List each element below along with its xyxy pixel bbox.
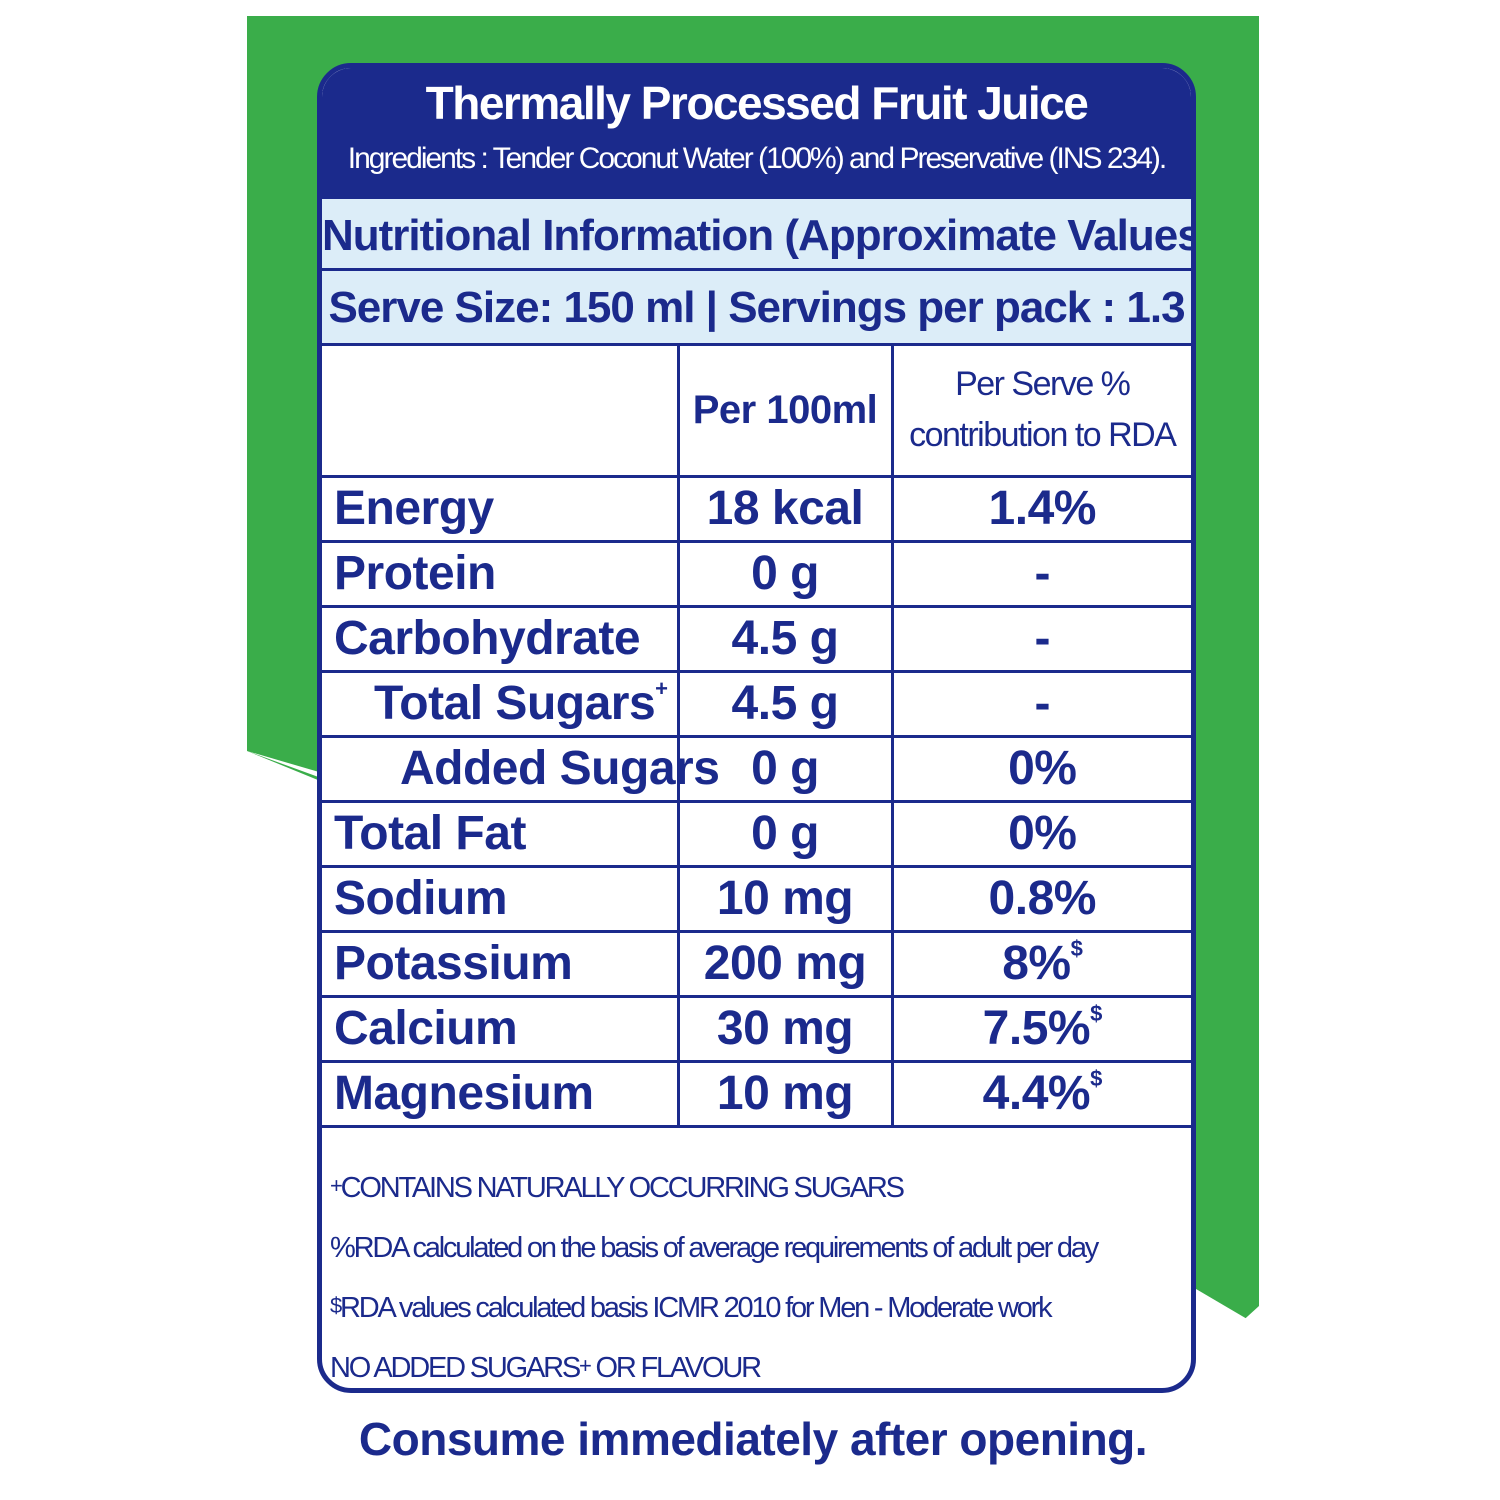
header-rda-line2: contribution to RDA bbox=[909, 416, 1177, 455]
rda-value: 0% bbox=[890, 734, 1191, 803]
table-row: Potassium 200 mg 8%$ bbox=[322, 929, 1191, 998]
per-100ml-value: 18 kcal bbox=[676, 474, 894, 543]
table-row: Total Fat 0 g 0% bbox=[322, 799, 1191, 868]
per-100ml-value: 4.5 g bbox=[676, 669, 894, 738]
per-100ml-value: 0 g bbox=[676, 734, 894, 803]
rda-value: 0% bbox=[890, 799, 1191, 868]
rda-value: 7.5% bbox=[982, 1001, 1091, 1055]
serving-band: Serve Size: 150 ml | Servings per pack :… bbox=[322, 271, 1191, 346]
footnote-mark: + bbox=[579, 1353, 592, 1378]
footnote-text: NO ADDED SUGARS bbox=[330, 1352, 581, 1384]
header-empty-cell bbox=[322, 346, 680, 478]
product-title: Thermally Processed Fruit Juice bbox=[425, 77, 1089, 129]
rda-value: - bbox=[890, 539, 1191, 608]
rda-value-cell: 4.4%$ bbox=[890, 1059, 1191, 1128]
footnote-text: CONTAINS NATURALLY OCCURRING SUGARS bbox=[340, 1172, 905, 1204]
table-row: Sodium 10 mg 0.8% bbox=[322, 864, 1191, 933]
rda-value: 0.8% bbox=[890, 864, 1191, 933]
header-rda-line1: Per Serve % bbox=[955, 365, 1131, 404]
footnote-line: %RDA calculated on the basis of average … bbox=[330, 1218, 1185, 1278]
rda-value: 4.4% bbox=[982, 1066, 1091, 1120]
nutrient-name: Potassium bbox=[322, 929, 680, 998]
footnote-mark: $ bbox=[1090, 1000, 1102, 1026]
consume-notice: Consume immediately after opening. bbox=[358, 1413, 1148, 1465]
rda-value: - bbox=[890, 669, 1191, 738]
per-100ml-value: 0 g bbox=[676, 799, 894, 868]
footnotes: +CONTAINS NATURALLY OCCURRING SUGARS %RD… bbox=[330, 1158, 1185, 1388]
footnote-line: +CONTAINS NATURALLY OCCURRING SUGARS bbox=[330, 1158, 1185, 1218]
nutrient-name: Magnesium bbox=[322, 1059, 680, 1128]
rda-value: 1.4% bbox=[890, 474, 1191, 543]
nutrient-name-cell: Total Sugars+ bbox=[322, 669, 680, 738]
rda-value-cell: 8%$ bbox=[890, 929, 1191, 998]
rda-value: - bbox=[890, 604, 1191, 673]
nutrient-name: Energy bbox=[322, 474, 680, 543]
nutrition-table: Per 100ml Per Serve % contribution to RD… bbox=[322, 346, 1191, 1128]
per-100ml-value: 10 mg bbox=[676, 864, 894, 933]
nutrient-name: Carbohydrate bbox=[322, 604, 680, 673]
per-100ml-value: 30 mg bbox=[676, 994, 894, 1063]
per-100ml-value: 4.5 g bbox=[676, 604, 894, 673]
nutrient-name: Calcium bbox=[322, 994, 680, 1063]
nutrition-info-band: Nutritional Information (Approximate Val… bbox=[322, 196, 1191, 271]
table-row: Calcium 30 mg 7.5%$ bbox=[322, 994, 1191, 1063]
footnote-mark: $ bbox=[1070, 935, 1083, 961]
per-100ml-value: 10 mg bbox=[676, 1059, 894, 1128]
footnote-text: OR FLAVOUR bbox=[589, 1352, 763, 1384]
footnote-mark: $ bbox=[1090, 1065, 1102, 1091]
nutrient-name: Total Sugars bbox=[374, 676, 656, 730]
nutrition-label: Thermally Processed Fruit Juice Ingredie… bbox=[317, 63, 1196, 1393]
table-row: Protein 0 g - bbox=[322, 539, 1191, 608]
per-100ml-value: 0 g bbox=[676, 539, 894, 608]
rda-value: 8% bbox=[1002, 936, 1071, 990]
nutrient-name: Total Fat bbox=[322, 799, 680, 868]
footnote-text: RDA values calculated basis ICMR 2010 fo… bbox=[340, 1292, 1053, 1324]
footnote-mark: + bbox=[655, 675, 668, 701]
rda-value-cell: 7.5%$ bbox=[890, 994, 1191, 1063]
footnote-line: $RDA values calculated basis ICMR 2010 f… bbox=[330, 1278, 1185, 1338]
table-row: Total Sugars+ 4.5 g - bbox=[322, 669, 1191, 738]
juice-pack-panel: Thermally Processed Fruit Juice Ingredie… bbox=[247, 16, 1259, 1484]
nutrition-info-title: Nutritional Information (Approximate Val… bbox=[322, 211, 1196, 260]
serving-size-text: Serve Size: 150 ml | Servings per pack :… bbox=[328, 283, 1185, 332]
header-per-100ml: Per 100ml bbox=[676, 346, 894, 478]
table-header-row: Per 100ml Per Serve % contribution to RD… bbox=[322, 346, 1191, 478]
label-header: Thermally Processed Fruit Juice Ingredie… bbox=[322, 68, 1191, 196]
footnote-mark: $ bbox=[330, 1293, 342, 1318]
footnote-line: NO ADDED SUGARS+ OR FLAVOUR bbox=[330, 1338, 1185, 1388]
footnote-mark: + bbox=[330, 1173, 343, 1198]
table-row: Energy 18 kcal 1.4% bbox=[322, 474, 1191, 543]
nutrient-name: Sodium bbox=[322, 864, 680, 933]
table-row: Magnesium 10 mg 4.4%$ bbox=[322, 1059, 1191, 1128]
footnote-text: %RDA calculated on the basis of average … bbox=[330, 1232, 1099, 1264]
table-row: Added Sugars 0 g 0% bbox=[322, 734, 1191, 803]
per-100ml-value: 200 mg bbox=[676, 929, 894, 998]
table-row: Carbohydrate 4.5 g - bbox=[322, 604, 1191, 673]
ingredients-text: Ingredients : Tender Coconut Water (100%… bbox=[347, 142, 1167, 175]
nutrient-name: Protein bbox=[322, 539, 680, 608]
header-rda: Per Serve % contribution to RDA bbox=[890, 346, 1191, 478]
nutrient-name: Added Sugars bbox=[322, 734, 720, 803]
